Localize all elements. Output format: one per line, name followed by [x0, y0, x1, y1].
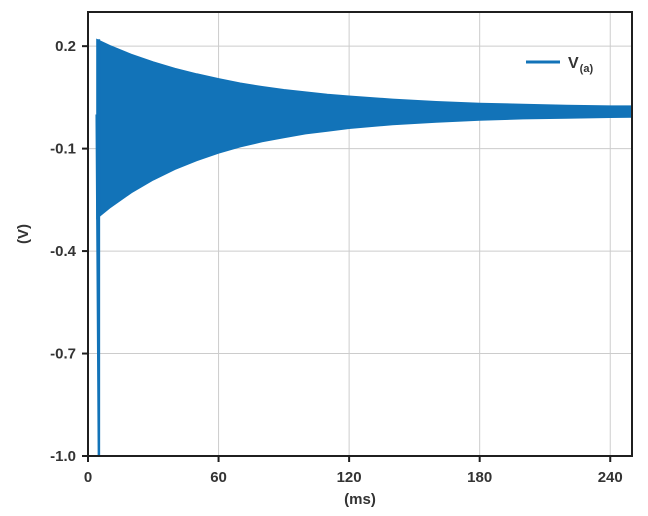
- y-axis-title: (V): [15, 224, 32, 244]
- y-tick-label: -1.0: [50, 448, 76, 465]
- legend-label: V(a): [568, 55, 593, 75]
- x-tick-label: 0: [84, 469, 92, 486]
- y-tick-label: 0.2: [55, 38, 76, 55]
- y-tick-label: -0.1: [50, 141, 76, 158]
- y-tick-label: -0.7: [50, 346, 76, 363]
- x-axis: 0 60 120 180 240: [84, 456, 623, 486]
- y-tick-label: -0.4: [50, 243, 77, 260]
- x-tick-label: 240: [598, 469, 623, 486]
- plot-border: [87, 11, 633, 457]
- x-tick-label: 180: [467, 469, 492, 486]
- y-axis: 0.2 -0.1 -0.4 -0.7 -1.0: [50, 38, 88, 465]
- x-axis-title: (ms): [344, 491, 376, 508]
- legend: V(a): [526, 55, 593, 75]
- x-tick-label: 120: [337, 469, 362, 486]
- x-tick-label: 60: [210, 469, 227, 486]
